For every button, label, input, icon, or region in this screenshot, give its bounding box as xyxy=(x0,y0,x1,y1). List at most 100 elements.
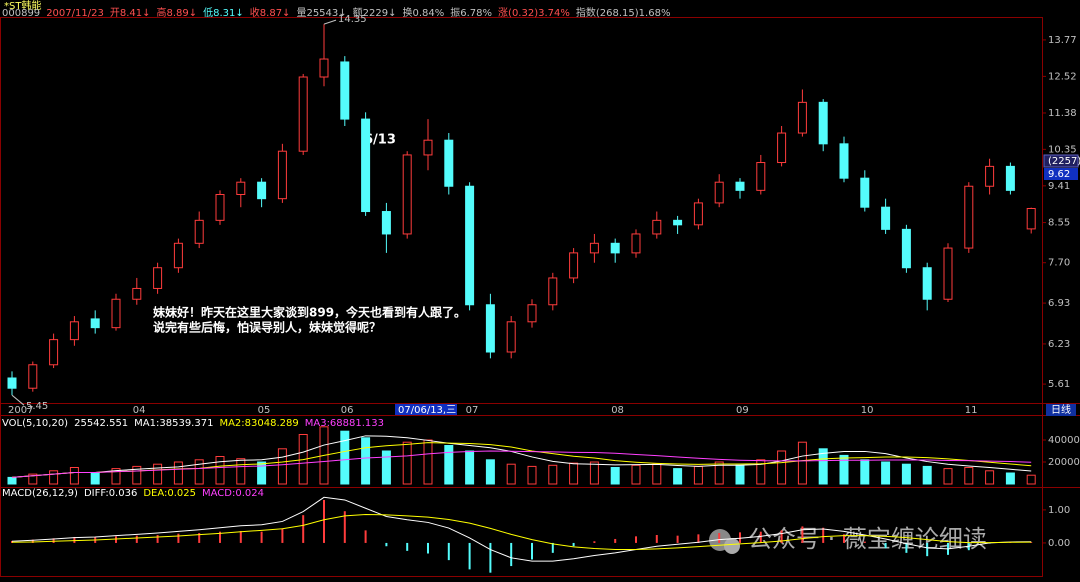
indicator-line xyxy=(11,514,1032,551)
comment-line: 妹妹好！昨天在这里大家谈到899，今天也看到有人跟了。 xyxy=(152,305,466,320)
legend-entry: MA3:68881.133 xyxy=(305,418,384,429)
volume-bar xyxy=(548,464,558,485)
y-tick-label: 6.93 xyxy=(1048,298,1070,309)
candle-body xyxy=(1005,165,1015,191)
candle-body xyxy=(631,233,641,254)
cursor-price-bg xyxy=(1044,168,1078,180)
x-tick-label: 09 xyxy=(736,405,749,416)
candle-body xyxy=(49,339,59,366)
candle-body xyxy=(985,165,995,187)
candle-body xyxy=(527,304,537,323)
candle-body xyxy=(693,202,703,226)
candle-body xyxy=(881,206,891,230)
x-tick-label: 08 xyxy=(611,405,624,416)
high-label: 14.35 xyxy=(338,14,367,25)
y-tick-label: 11.38 xyxy=(1048,108,1077,119)
x-tick-label: 07 xyxy=(466,405,479,416)
legend-entry: DEA:0.025 xyxy=(143,488,196,499)
candle-body xyxy=(818,101,828,145)
legend-value: 25542.551 xyxy=(74,418,128,429)
x-tick-label: 06 xyxy=(341,405,354,416)
y-tick-label: 6.23 xyxy=(1048,339,1070,350)
legend-entry: MACD:0.024 xyxy=(202,488,264,499)
volume-bar xyxy=(49,470,59,485)
cursor-price-box xyxy=(1043,154,1079,168)
quote-field: 额2229↓ xyxy=(353,6,397,19)
volume-bar xyxy=(257,461,267,485)
quote-field: 收8.87↓ xyxy=(250,6,291,19)
volume-bar xyxy=(797,441,807,485)
volume-bar xyxy=(340,430,350,485)
candle-body xyxy=(340,61,350,120)
volume-bar xyxy=(1005,472,1015,485)
comment-line: 说完有些后悔，怕误导别人，妹妹觉得呢？ xyxy=(153,320,381,335)
volume-bar xyxy=(423,439,433,485)
volume-bar xyxy=(28,473,38,485)
indicator-line xyxy=(11,496,1032,562)
volume-bar xyxy=(173,461,183,485)
indicator-line xyxy=(11,450,1032,478)
volume-bar xyxy=(194,459,204,485)
volume-bar xyxy=(922,465,932,485)
quote-field: 高8.89↓ xyxy=(156,6,197,19)
volume-bar xyxy=(756,459,766,485)
legend-entry: DIFF:0.036 xyxy=(84,488,137,499)
candle-body xyxy=(257,181,267,200)
candle-body xyxy=(569,252,579,279)
candle-body xyxy=(153,267,163,289)
volume-bar xyxy=(153,463,163,485)
y-tick-label: 200000 xyxy=(1048,457,1080,468)
candle-body xyxy=(860,177,870,208)
volume-bar xyxy=(964,467,974,485)
candle-body xyxy=(298,76,308,152)
low-pointer xyxy=(11,394,25,406)
candle-body xyxy=(194,219,204,244)
period-button[interactable]: 日线 xyxy=(1051,403,1071,416)
quote-field: 量25543↓ xyxy=(296,7,346,19)
date-mark: 6/13 xyxy=(364,133,396,148)
cursor-price: 9.62 xyxy=(1048,169,1070,180)
legend-title: VOL(5,10,20) xyxy=(2,418,68,429)
volume-bar xyxy=(485,459,495,485)
volume-bar xyxy=(402,441,412,485)
candle-body xyxy=(90,318,100,329)
quote-fields: 000899 2007/11/23 开8.41↓ 高8.89↓ 低8.31↓ 收8.87↓… xyxy=(2,6,670,19)
candle-body xyxy=(943,247,953,300)
volume-bar xyxy=(673,468,683,485)
watermark-icon xyxy=(724,538,740,554)
volume-bar xyxy=(444,445,454,485)
period-button-bg[interactable] xyxy=(1046,404,1076,416)
candle-body xyxy=(506,321,516,353)
candle-body xyxy=(7,377,17,389)
indicator-line xyxy=(11,435,1032,478)
volume-bar xyxy=(881,461,891,485)
candle-body xyxy=(548,277,558,306)
y-tick-label: 13.77 xyxy=(1048,35,1077,46)
cursor-price-count: (2257) xyxy=(1048,156,1080,167)
candle-body xyxy=(444,139,454,187)
volume-bar xyxy=(735,464,745,485)
x-tick-label: 05 xyxy=(258,405,271,416)
volume-bar xyxy=(506,463,516,485)
y-tick-label: 8.55 xyxy=(1048,218,1070,229)
volume-bar xyxy=(215,456,225,485)
y-tick-label: 7.70 xyxy=(1048,258,1070,269)
volume-bar xyxy=(7,476,17,485)
x-tick-label: 11 xyxy=(965,405,978,416)
panel-legend: VOL(5,10,20) 25542.551 MA1:38539.371 MA2:83… xyxy=(2,418,384,429)
candle-body xyxy=(485,304,495,353)
volume-bar xyxy=(589,461,599,485)
volume-bar xyxy=(693,465,703,485)
quote-field: 000899 xyxy=(2,8,40,19)
quote-field: 低8.31↓ xyxy=(203,6,244,19)
candle-body xyxy=(922,267,932,300)
y-tick-label: 400000 xyxy=(1048,435,1080,446)
volume-bar xyxy=(236,458,246,485)
quote-field: 换0.84% xyxy=(402,6,444,19)
candle-body xyxy=(797,101,807,134)
y-tick-label: 5.61 xyxy=(1048,379,1070,390)
candle-body xyxy=(402,154,412,235)
volume-bar xyxy=(132,465,142,485)
x-tick-label: 04 xyxy=(133,405,146,416)
candle-body xyxy=(756,162,766,191)
